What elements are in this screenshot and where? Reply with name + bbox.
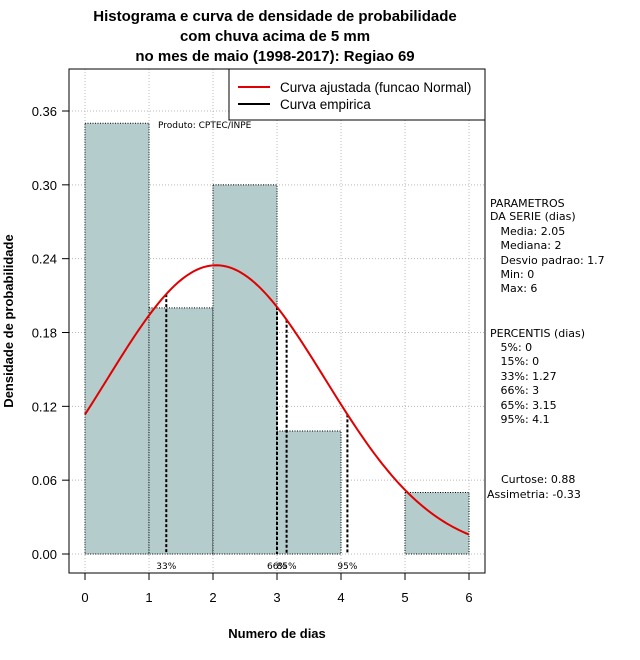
curtose-text: Curtose: 0.88 bbox=[501, 473, 575, 486]
histogram-bar-5 bbox=[404, 491, 470, 555]
percentile-lines: 33% 66%85% 95% bbox=[156, 294, 358, 572]
histogram-bar-2 bbox=[212, 184, 278, 555]
y-tick-label-0.12: 0.12 bbox=[32, 399, 57, 414]
pct-line-2: 15%: 0 bbox=[490, 355, 539, 368]
percentile-label-85: 85% bbox=[277, 562, 297, 572]
legend: Curva ajustada (funcao Normal) Curva emp… bbox=[228, 68, 486, 121]
x-tick-label-6: 6 bbox=[465, 590, 472, 605]
stats-panel: PARAMETROS DA SERIE (dias) Media: 2.05 M… bbox=[487, 197, 605, 501]
param-line-4: Desvio padrao: 1.7 bbox=[490, 254, 605, 267]
normal-curve-line bbox=[84, 264, 470, 536]
x-tick-label-2: 2 bbox=[209, 590, 216, 605]
histogram-bar-0 bbox=[84, 122, 150, 555]
x-tick-label-5: 5 bbox=[401, 590, 408, 605]
y-tick-label-0.24: 0.24 bbox=[32, 252, 57, 267]
x-tick-label-1: 1 bbox=[145, 590, 152, 605]
param-line-3: Mediana: 2 bbox=[490, 239, 561, 252]
chart-title-line-2: com chuva acima de 5 mm bbox=[180, 28, 370, 45]
assimetria-text: Assimetria: -0.33 bbox=[487, 488, 581, 501]
y-tick-label-0.30: 0.30 bbox=[32, 178, 57, 193]
param-line-5: Min: 0 bbox=[490, 268, 534, 281]
chart-title-line-1: Histograma e curva de densidade de proba… bbox=[93, 8, 456, 25]
chart-title-line-3: no mes de maio (1998-2017): Regiao 69 bbox=[135, 48, 414, 65]
y-tick-label-0.36: 0.36 bbox=[32, 104, 57, 119]
pct-line-5: 65%: 3.15 bbox=[490, 399, 557, 412]
percentile-label-95: 95% bbox=[337, 562, 357, 572]
percentile-label-33: 33% bbox=[156, 562, 176, 572]
x-axis-label: Numero de dias bbox=[228, 626, 326, 641]
param-line-2: Media: 2.05 bbox=[490, 225, 565, 238]
pct-line-6: 95%: 4.1 bbox=[490, 413, 550, 426]
axes: 0 1 2 3 4 5 6 0.00 0.06 0.12 0.18 0.24 0.30 0.36 bbox=[32, 104, 473, 605]
param-line-1: DA SERIE (dias) bbox=[490, 210, 576, 223]
histogram-bar-1 bbox=[148, 307, 214, 555]
pct-line-4: 66%: 3 bbox=[490, 384, 539, 397]
x-tick-label-4: 4 bbox=[337, 590, 344, 605]
normal-curve-group bbox=[84, 264, 470, 536]
pct-line-0: PERCENTIS (dias) bbox=[490, 327, 585, 340]
histogram-bars bbox=[84, 122, 470, 555]
y-tick-label-0.06: 0.06 bbox=[32, 473, 57, 488]
percentile-label-66: 66% bbox=[267, 562, 287, 572]
x-tick-label-3: 3 bbox=[273, 590, 280, 605]
pct-line-3: 33%: 1.27 bbox=[490, 370, 557, 383]
legend-box bbox=[228, 68, 486, 121]
credit-text: Produto: CPTEC/INPE bbox=[158, 121, 252, 131]
param-line-0: PARAMETROS bbox=[490, 197, 565, 210]
x-tick-label-0: 0 bbox=[81, 590, 88, 605]
y-axis-label: Densidade de probabilidade bbox=[1, 234, 16, 407]
pct-line-1: 5%: 0 bbox=[490, 341, 532, 354]
legend-label-empirical: Curva empirica bbox=[280, 97, 371, 112]
y-tick-label-0.00: 0.00 bbox=[32, 547, 57, 562]
param-line-6: Max: 6 bbox=[490, 282, 537, 295]
legend-label-normal: Curva ajustada (funcao Normal) bbox=[280, 80, 471, 95]
y-tick-label-0.18: 0.18 bbox=[32, 326, 57, 341]
histogram-bar-3 bbox=[276, 430, 342, 555]
